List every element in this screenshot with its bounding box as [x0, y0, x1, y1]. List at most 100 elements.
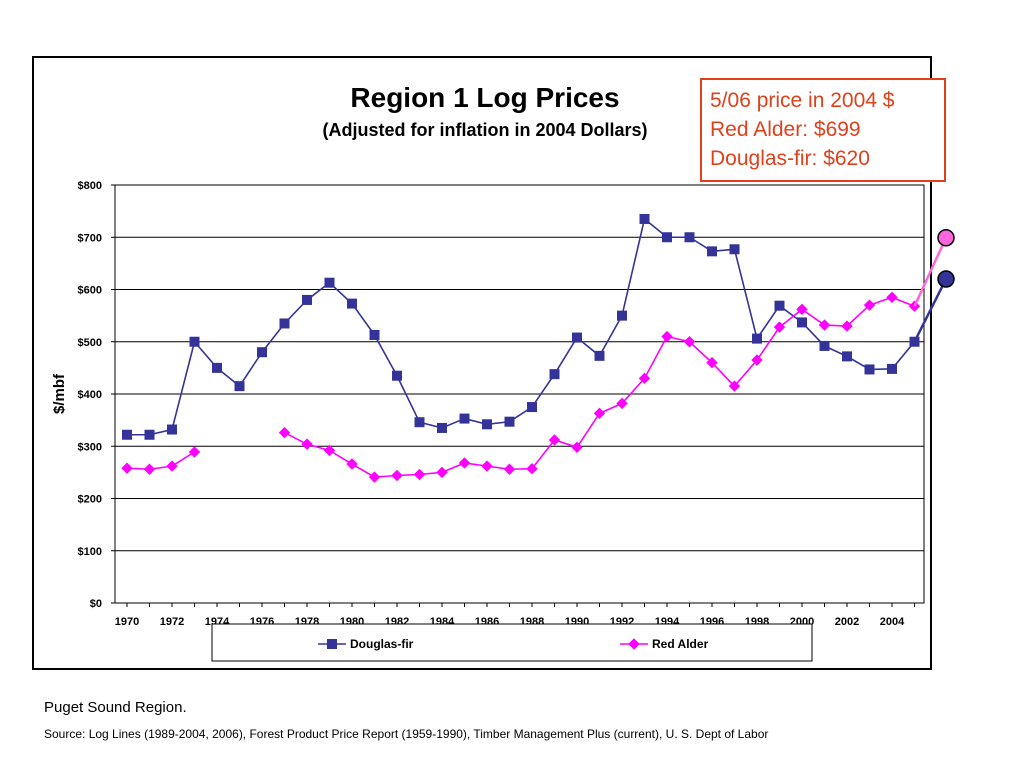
extension-line-douglas-fir [913, 278, 948, 343]
point-douglas-fir [212, 362, 222, 373]
point-douglas-fir [617, 310, 627, 321]
point-red-alder [301, 438, 313, 450]
point-red-alder [481, 460, 493, 472]
point-douglas-fir [527, 402, 537, 413]
point-douglas-fir [459, 413, 470, 424]
point-douglas-fir [324, 277, 335, 288]
point-red-alder [796, 303, 808, 316]
legend-label-red-alder: Red Alder [652, 637, 709, 651]
point-douglas-fir [482, 419, 492, 430]
point-red-alder [773, 321, 786, 333]
point-red-alder [121, 462, 133, 474]
point-red-alder [278, 426, 291, 439]
extension-line-red-alder [913, 237, 948, 307]
point-douglas-fir [549, 369, 560, 380]
point-douglas-fir [257, 347, 267, 358]
point-red-alder [166, 460, 178, 472]
point-douglas-fir [729, 244, 740, 255]
y-tick-label: $300 [78, 441, 102, 453]
point-red-alder [841, 320, 853, 332]
point-douglas-fir [662, 232, 672, 243]
y-tick-label: $200 [78, 494, 102, 506]
extension-point-red-alder [937, 229, 955, 247]
point-red-alder [503, 463, 516, 475]
point-red-alder [728, 380, 741, 392]
footnote: Puget Sound Region. [44, 699, 187, 716]
point-douglas-fir [639, 213, 650, 224]
x-tick-label: 1970 [115, 616, 139, 628]
plot-border [114, 184, 925, 604]
y-axis-label: $/mbf [51, 373, 68, 414]
point-douglas-fir [887, 363, 897, 374]
point-douglas-fir [684, 232, 695, 243]
point-douglas-fir [234, 381, 245, 392]
point-douglas-fir [347, 298, 357, 309]
point-douglas-fir [594, 350, 605, 361]
y-tick-label: $700 [78, 232, 102, 244]
x-tick-label: 2004 [880, 616, 905, 628]
y-tick-label: $600 [78, 285, 102, 297]
point-red-alder [346, 458, 358, 470]
point-red-alder [571, 441, 583, 454]
point-red-alder [436, 466, 448, 479]
point-douglas-fir [369, 329, 380, 340]
point-douglas-fir [414, 417, 425, 428]
point-red-alder [323, 444, 336, 457]
series-line-red-alder [126, 451, 195, 471]
point-douglas-fir [437, 422, 447, 433]
point-red-alder [593, 407, 606, 420]
source-note: Source: Log Lines (1989-2004, 2006), For… [44, 727, 769, 741]
point-douglas-fir [774, 300, 785, 311]
chart-subtitle: (Adjusted for inflation in 2004 Dollars) [322, 120, 648, 140]
point-douglas-fir [167, 424, 177, 435]
point-douglas-fir [572, 332, 582, 343]
y-tick-label: $400 [78, 389, 102, 401]
legend-marker-douglas-fir [327, 639, 337, 649]
point-red-alder [143, 463, 156, 475]
point-red-alder [683, 336, 696, 348]
x-tick-label: 2002 [835, 616, 859, 628]
point-douglas-fir [144, 429, 155, 440]
point-red-alder [886, 291, 898, 304]
callout-heading: 5/06 price in 2004 $ [710, 89, 895, 112]
point-douglas-fir [842, 351, 852, 362]
point-douglas-fir [707, 246, 717, 257]
point-red-alder [706, 356, 718, 369]
point-douglas-fir [864, 364, 875, 375]
point-douglas-fir [392, 370, 402, 381]
legend-label-douglas-fir: Douglas-fir [350, 637, 414, 651]
point-red-alder [391, 469, 403, 482]
point-douglas-fir [504, 416, 515, 427]
point-douglas-fir [122, 429, 132, 440]
point-douglas-fir [279, 318, 290, 329]
legend-box [211, 623, 813, 662]
legend-marker-red-alder [628, 638, 640, 650]
point-red-alder [661, 330, 673, 343]
y-tick-label: $0 [90, 598, 102, 610]
point-red-alder [458, 457, 471, 469]
point-douglas-fir [797, 317, 807, 328]
point-red-alder [368, 471, 381, 483]
point-red-alder [526, 463, 538, 475]
callout-red-alder: Red Alder: $699 [710, 118, 861, 141]
x-tick-label: 1972 [160, 616, 184, 628]
point-douglas-fir [752, 333, 762, 344]
extension-point-douglas-fir [937, 270, 955, 288]
chart-frame [32, 56, 932, 670]
point-red-alder [616, 397, 628, 410]
price-callout: 5/06 price in 2004 $ Red Alder: $699 Dou… [700, 78, 946, 182]
point-red-alder [638, 372, 651, 385]
y-tick-label: $500 [78, 337, 102, 349]
point-douglas-fir [189, 336, 200, 347]
chart-title: Region 1 Log Prices [350, 82, 620, 113]
point-red-alder [413, 468, 426, 481]
callout-douglas-fir: Douglas-fir: $620 [710, 147, 870, 170]
y-tick-label: $800 [78, 180, 102, 192]
point-red-alder [188, 446, 201, 458]
point-red-alder [818, 319, 831, 331]
point-red-alder [548, 434, 561, 446]
point-douglas-fir [302, 294, 312, 305]
point-douglas-fir [819, 340, 830, 351]
point-red-alder [863, 299, 876, 311]
